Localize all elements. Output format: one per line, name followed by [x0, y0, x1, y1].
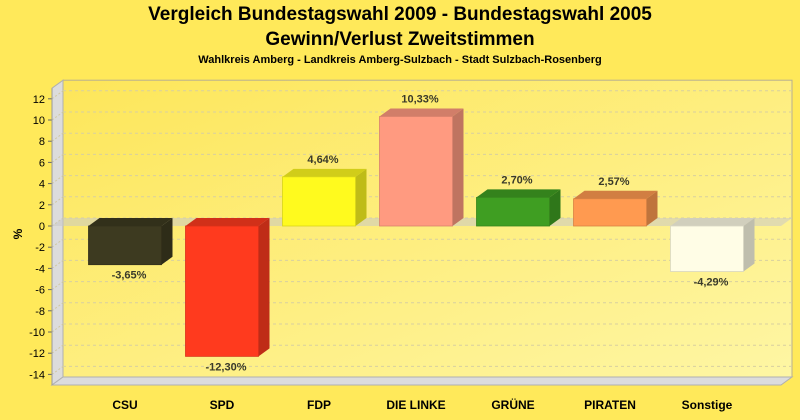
- bar-front: [282, 176, 356, 227]
- x-tick-label: PIRATEN: [584, 398, 636, 412]
- data-label: -4,29%: [694, 276, 729, 288]
- y-tick-label: 12: [33, 94, 45, 106]
- data-label: -12,30%: [206, 361, 247, 373]
- data-label: 4,64%: [307, 154, 338, 166]
- y-tick-label: -10: [29, 327, 45, 339]
- bar-top: [185, 218, 270, 226]
- data-label: 2,70%: [501, 174, 532, 186]
- bar-top: [88, 218, 173, 226]
- bar-spd: [185, 218, 270, 357]
- y-tick-label: 0: [39, 221, 45, 233]
- plot-left-wall: [51, 79, 64, 386]
- y-tick-label: 4: [39, 179, 45, 191]
- y-tick-label: -2: [35, 242, 45, 254]
- bar-sonstige: [670, 218, 755, 272]
- bar-front: [88, 225, 162, 266]
- y-tick-label: 6: [39, 157, 45, 169]
- bar-top: [379, 108, 464, 117]
- bar-side: [743, 218, 755, 272]
- x-tick-label: DIE LINKE: [386, 398, 445, 412]
- bar-csu: [88, 218, 173, 266]
- bar-side: [549, 189, 561, 226]
- bar-front: [379, 116, 453, 227]
- bar-fdp: [282, 168, 367, 227]
- x-tick-label: SPD: [210, 398, 235, 412]
- bar-front: [185, 225, 259, 357]
- bar-front: [670, 225, 744, 272]
- chart-subtitle: Gewinn/Verlust Zweitstimmen: [265, 29, 535, 50]
- plot-floor: [50, 376, 794, 386]
- bar-side: [355, 168, 367, 226]
- y-tick-label: -8: [35, 306, 45, 318]
- bar-piraten: [573, 190, 658, 227]
- bar-top: [670, 218, 755, 226]
- bar-front: [573, 198, 647, 227]
- data-label: -3,65%: [112, 270, 147, 282]
- y-tick-label: -14: [29, 369, 45, 381]
- bar-top: [476, 189, 561, 198]
- x-tick-label: Sonstige: [682, 398, 733, 412]
- bar-side: [646, 190, 658, 226]
- y-tick-label: -4: [35, 263, 45, 275]
- bar-side: [258, 218, 270, 357]
- x-tick-label: GRÜNE: [491, 397, 534, 412]
- chart-title: Vergleich Bundestagswahl 2009 - Bundesta…: [148, 4, 652, 25]
- bar-side: [452, 108, 464, 226]
- y-tick-label: 8: [39, 136, 45, 148]
- y-tick-label: -12: [29, 348, 45, 360]
- bar-top: [282, 168, 367, 177]
- bar-top: [573, 190, 658, 199]
- x-tick-label: FDP: [307, 398, 331, 412]
- bar-front: [476, 196, 550, 227]
- data-label: 10,33%: [401, 94, 439, 106]
- data-label: 2,57%: [598, 176, 629, 188]
- y-axis-label: %: [11, 228, 25, 239]
- chart-caption: Wahlkreis Amberg - Landkreis Amberg-Sulz…: [198, 54, 602, 66]
- y-tick-label: 2: [39, 200, 45, 212]
- y-tick-label: -6: [35, 285, 45, 297]
- bar-grüne: [476, 189, 561, 227]
- x-tick-label: CSU: [112, 398, 137, 412]
- bar-die-linke: [379, 108, 464, 227]
- bar-side: [161, 218, 173, 265]
- y-tick-label: 10: [33, 115, 45, 127]
